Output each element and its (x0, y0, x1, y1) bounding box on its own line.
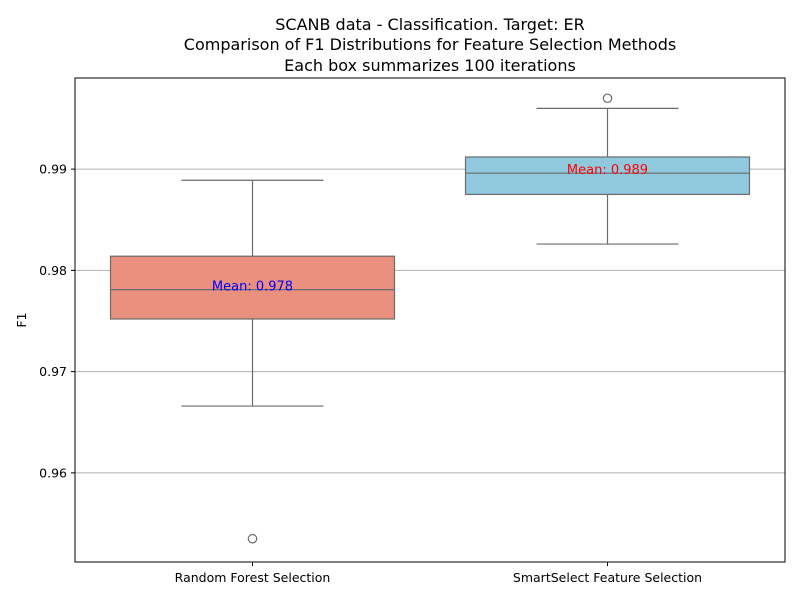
box-group: Mean: 0.978 (109, 179, 396, 544)
y-axis-label: F1 (14, 312, 29, 327)
chart-title-line-1: SCANB data - Classification. Target: ER (275, 15, 585, 34)
iqr-box (464, 156, 751, 196)
y-tick-label: 0.96 (39, 465, 67, 480)
y-tick-label: 0.98 (39, 263, 67, 278)
y-tick-label: 0.97 (39, 364, 67, 379)
box-plot-series: Mean: 0.978 Mean: 0.989 (109, 93, 751, 544)
outlier-point (247, 533, 258, 544)
chart-title: SCANB data - Classification. Target: ER … (184, 15, 676, 75)
mean-annotation: Mean: 0.978 (212, 280, 293, 295)
plot-area-frame (74, 77, 786, 563)
chart-title-line-2: Comparison of F1 Distributions for Featu… (184, 35, 676, 54)
x-tick-label: SmartSelect Feature Selection (513, 570, 702, 585)
x-axis: Random Forest Selection SmartSelect Featu… (175, 562, 702, 585)
y-tick-label: 0.99 (39, 162, 67, 177)
y-axis: 0.96 0.97 0.98 0.99 (39, 162, 75, 480)
box-group: Mean: 0.989 (464, 93, 751, 245)
outlier-point (602, 93, 613, 104)
mean-annotation: Mean: 0.989 (567, 163, 648, 178)
chart-title-line-3: Each box summarizes 100 iterations (284, 56, 576, 75)
x-tick-label: Random Forest Selection (175, 570, 331, 585)
iqr-box (109, 255, 396, 320)
y-gridlines (75, 168, 785, 474)
